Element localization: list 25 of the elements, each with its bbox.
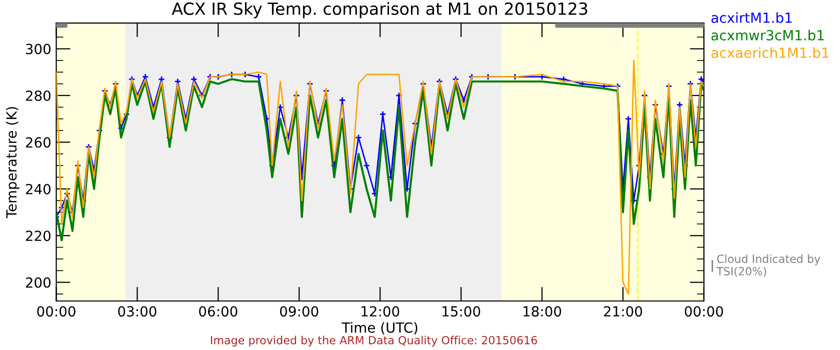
legend-label: Cloud Indicated by TSI(20%) [716,254,820,277]
text: acxmwr3cM1.b1 [711,30,824,40]
x-tick-label: 03:00 [118,306,156,317]
y-tick-label: 220 [26,230,50,242]
x-tick-label: 00:00 [684,306,724,317]
y-tick-label: 240 [26,184,50,194]
x-axis-title: Time (UTC) [342,322,418,334]
y-tick-label: 300 [26,44,50,54]
x-tick-label: 12:00 [362,306,400,317]
text: Image provided by the ARM Data Quality Office: 20150616 [211,336,537,346]
x-tick-label: 15:00 [442,306,480,317]
y-tick-label: 260 [26,137,50,148]
line-series [56,78,704,242]
y-axis-title: Temperature (K) [6,107,20,218]
x-tick-label: 21:00 [604,306,642,317]
y-tick-label: 280 [26,90,50,101]
x-tick-label: 09:00 [280,306,318,317]
x-tick-label: 06:00 [199,306,238,317]
series-label: acxaerich1M1.b1 [711,47,829,58]
chart-title: ACX IR Sky Temp. comparison at M1 on 20150123 [172,2,588,18]
text: acxirtM1.b1 [711,12,792,23]
line-series [56,60,704,295]
x-tick-label: 00:00 [37,306,76,317]
x-tick-label: 18:00 [524,306,562,317]
y-tick-label: 200 [26,277,50,288]
